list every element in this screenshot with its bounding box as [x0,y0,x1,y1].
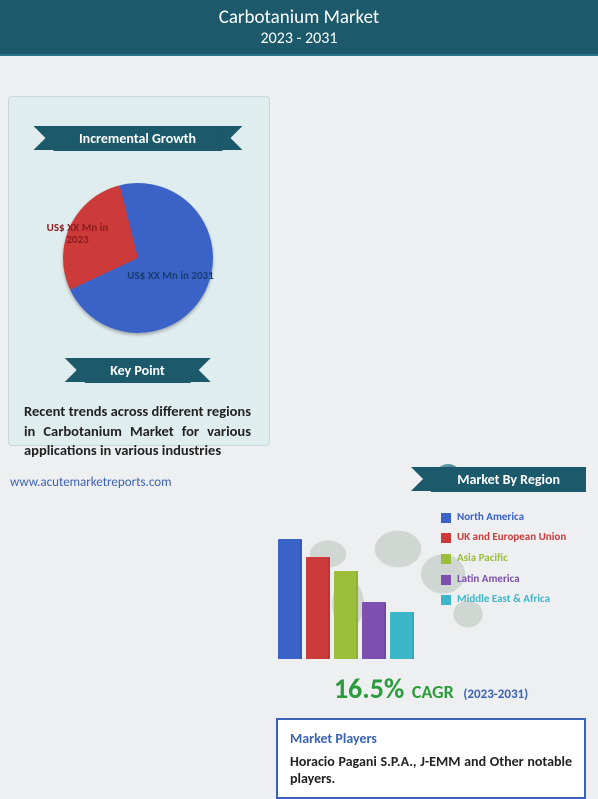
right-column: Market By Region North America UK and Eur… [276,467,586,799]
legend-label: Middle East & Africa [457,593,550,606]
pie-graphic [63,183,213,333]
bar [334,571,358,658]
title-band: Carbotanium Market 2023 - 2031 [0,0,598,56]
pie-chart: US$ XX Mn in 2023 US$ XX Mn in 2031 [48,168,228,348]
legend-swatch [441,554,451,564]
legend-label: North America [457,511,524,524]
incremental-ribbon: Incremental Growth [53,126,222,151]
keypoint-ribbon: Key Point [84,358,191,383]
cagr-line: 16.5% CAGR (2023-2031) [276,671,586,706]
title-line2: 2023 - 2031 [0,29,598,48]
legend-label: UK and European Union [457,531,566,544]
legend-swatch [441,575,451,585]
bar [362,602,386,659]
infographic-root: Carbotanium Market 2023 - 2031 Increment… [0,0,598,500]
cagr-pct: 16.5% [334,671,404,706]
legend: North America UK and European Union Asia P… [441,511,586,614]
keypoint-text: Recent trends across different regions i… [10,402,265,461]
legend-label: Asia Pacific [457,552,508,565]
players-text: Horacio Pagani S.P.A., J-EMM and Other n… [290,753,572,787]
footer-url: www.acutemarketreports.com [10,475,171,490]
pie-label-2023: US$ XX Mn in 2023 [38,222,118,246]
legend-swatch [441,533,451,543]
title-line1: Carbotanium Market [0,6,598,29]
cagr-label: CAGR [412,681,454,703]
incremental-ribbon-wrap: Incremental Growth [10,126,265,152]
cagr-range: (2023-2031) [463,687,528,702]
legend-item: Asia Pacific [441,552,586,565]
legend-swatch [441,595,451,605]
players-heading: Market Players [290,730,572,747]
legend-item: Middle East & Africa [441,593,586,606]
legend-item: Latin America [441,573,586,586]
legend-swatch [441,513,451,523]
pie-label-2031: US$ XX Mn in 2031 [126,270,216,282]
players-box: Market Players Horacio Pagani S.P.A., J-… [276,718,586,799]
bar [390,612,414,659]
bars-group [278,539,414,659]
left-column: Incremental Growth US$ XX Mn in 2023 US$… [10,126,265,461]
bar [278,539,302,659]
region-bar-chart: North America UK and European Union Asia P… [276,509,586,659]
legend-item: UK and European Union [441,531,586,544]
region-ribbon: Market By Region [431,467,586,492]
keypoint-ribbon-wrap: Key Point [10,358,265,384]
region-ribbon-wrap: Market By Region [276,467,586,493]
bar [306,557,330,659]
legend-item: North America [441,511,586,524]
legend-label: Latin America [457,573,520,586]
